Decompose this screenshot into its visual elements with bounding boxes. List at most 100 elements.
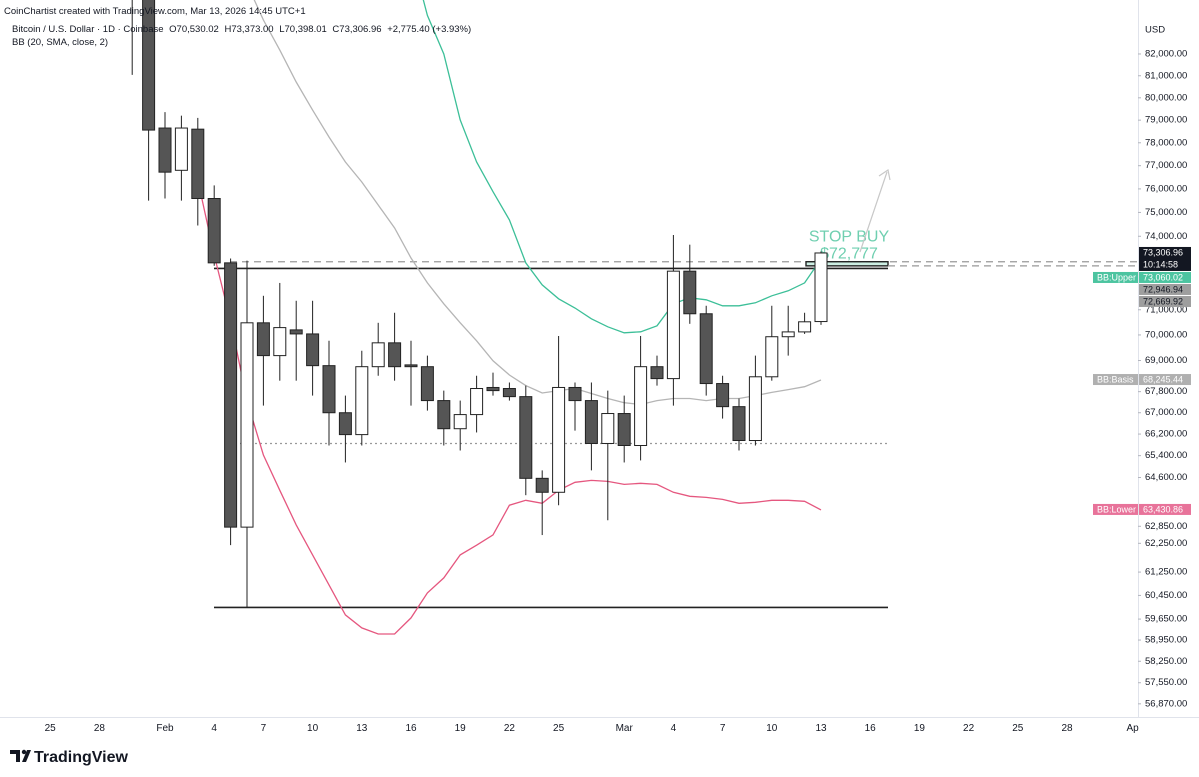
candle-body (601, 413, 615, 444)
level-value-box (1139, 295, 1191, 307)
candle-body (224, 262, 238, 528)
x-tick-label: 10 (307, 723, 319, 734)
y-tick-label: 70,000.00 (1145, 329, 1187, 340)
y-tick-label: 76,000.00 (1145, 183, 1187, 194)
y-tick-label: 61,250.00 (1145, 567, 1187, 578)
candle-body (781, 331, 795, 338)
candle-body (748, 376, 762, 442)
high: H73,373.00 (224, 24, 273, 35)
symbol: Bitcoin / U.S. Dollar · 1D · Coinbase (12, 24, 164, 35)
series-tag: BB:Upper (1097, 272, 1136, 282)
candle-body (174, 127, 188, 171)
x-tick-label: 25 (553, 723, 565, 734)
y-unit: USD (1145, 25, 1165, 36)
axis-labels: 82,000.00 81,000.00 80,000.00 79,000.00 78,0… (45, 48, 1191, 734)
last-price-box (1139, 246, 1191, 271)
level-value-label: 72,946.94 (1143, 284, 1183, 294)
series-tag: BB:Basis (1097, 374, 1134, 384)
x-tick-label: 10 (766, 723, 778, 734)
candle-body (191, 128, 205, 200)
candle-body (355, 366, 369, 436)
candle-body (142, 0, 156, 131)
plot-area: STOP BUY$72,777 (131, 0, 1138, 635)
x-tick-label: 28 (94, 723, 106, 734)
y-tick-label: 78,000.00 (1145, 137, 1187, 148)
candle-body (404, 364, 418, 368)
stop-buy-price: $72,777 (820, 246, 878, 263)
x-tick-label: 22 (963, 723, 975, 734)
y-tick-label: 81,000.00 (1145, 70, 1187, 81)
series-tag-box (1093, 374, 1138, 386)
candle-body (306, 333, 320, 367)
logo: TradingView (10, 749, 129, 766)
x-tick-label: 13 (356, 723, 368, 734)
series-tag: BB:Lower (1097, 504, 1136, 514)
x-tick-label: 16 (865, 723, 877, 734)
candle-body (617, 413, 631, 447)
candle-body (634, 366, 648, 447)
candle-body (322, 365, 336, 414)
candle-body (814, 252, 828, 323)
candle-body (289, 329, 303, 335)
series-tag-box (1093, 503, 1138, 515)
stop-buy-text: STOP BUY (809, 229, 890, 246)
candle-body (338, 412, 352, 436)
candle-body (552, 386, 566, 493)
candle-body (732, 406, 746, 442)
y-tick-label: 67,800.00 (1145, 386, 1187, 397)
y-tick-label: 66,200.00 (1145, 429, 1187, 440)
x-tick-label: 25 (1012, 723, 1024, 734)
x-tick-label: Mar (616, 723, 634, 734)
series-value-box (1139, 374, 1191, 386)
y-tick-label: 71,000.00 (1145, 304, 1187, 315)
candle-body (683, 270, 697, 315)
open: O70,530.02 (169, 24, 219, 35)
y-tick-label: 82,000.00 (1145, 48, 1187, 59)
series-value-label: 63,430.86 (1143, 504, 1183, 514)
y-tick-label: 58,950.00 (1145, 635, 1187, 646)
y-tick-label: 62,250.00 (1145, 538, 1187, 549)
candle-body (650, 366, 664, 380)
legend-line: Bitcoin / U.S. Dollar · 1D · Coinbase O7… (12, 24, 471, 35)
logo-dot (21, 749, 27, 755)
candle-body (486, 386, 500, 392)
y-tick-label: 65,400.00 (1145, 450, 1187, 461)
series-value-label: 68,245.44 (1143, 374, 1183, 384)
y-tick-label: 59,650.00 (1145, 614, 1187, 625)
x-tick-label: 19 (914, 723, 926, 734)
x-tick-label: 16 (405, 723, 417, 734)
candle-body (420, 366, 434, 402)
change: +2,775.40 (+3.93%) (387, 24, 471, 35)
candle-body (584, 400, 598, 444)
candle-body (437, 400, 451, 430)
y-tick-label: 58,250.00 (1145, 656, 1187, 667)
series-value-box (1139, 271, 1191, 283)
x-tick-label: 4 (211, 723, 217, 734)
level-value-label: 72,669.92 (1143, 296, 1183, 306)
y-tick-label: 74,000.00 (1145, 231, 1187, 242)
series-value-box (1139, 503, 1191, 515)
candle-body (666, 270, 680, 380)
close: C73,306.96 (332, 24, 381, 35)
candle-body (371, 342, 385, 368)
countdown: 10:14:58 (1143, 259, 1178, 269)
candle-body (502, 388, 516, 398)
bb-line (422, 0, 822, 334)
y-tick-label: 62,850.00 (1145, 521, 1187, 532)
candle-body (388, 342, 402, 368)
y-tick-label: 75,000.00 (1145, 207, 1187, 218)
x-tick-label: 19 (455, 723, 467, 734)
arrow (859, 169, 891, 253)
series-tag-box (1093, 271, 1138, 283)
candle-body (207, 198, 221, 264)
y-tick-label: 64,600.00 (1145, 472, 1187, 483)
x-tick-label: 7 (720, 723, 726, 734)
level-value-box (1139, 283, 1191, 295)
y-tick-label: 67,000.00 (1145, 407, 1187, 418)
y-tick-label: 80,000.00 (1145, 92, 1187, 103)
y-tick-label: 79,000.00 (1145, 115, 1187, 126)
